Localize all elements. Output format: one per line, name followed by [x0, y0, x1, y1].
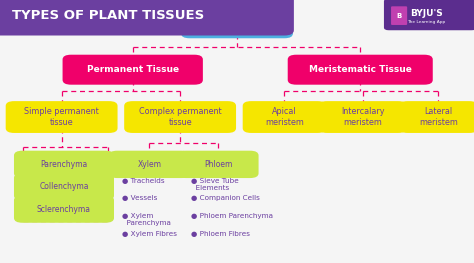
FancyBboxPatch shape: [14, 151, 114, 178]
FancyBboxPatch shape: [0, 0, 294, 36]
FancyBboxPatch shape: [6, 101, 118, 133]
FancyBboxPatch shape: [14, 173, 114, 200]
Text: ● Vessels: ● Vessels: [122, 195, 158, 201]
Text: Simple permanent
tissue: Simple permanent tissue: [24, 107, 99, 127]
Text: B: B: [396, 13, 402, 19]
Text: ● Phloem Fibres: ● Phloem Fibres: [191, 231, 250, 237]
FancyBboxPatch shape: [124, 101, 236, 133]
Text: ● Phloem Parenchyma: ● Phloem Parenchyma: [191, 213, 273, 219]
FancyBboxPatch shape: [384, 0, 474, 30]
Text: Collenchyma: Collenchyma: [39, 182, 89, 191]
Text: Meristematic Tissue: Meristematic Tissue: [309, 65, 412, 74]
FancyBboxPatch shape: [243, 101, 326, 133]
FancyBboxPatch shape: [181, 9, 293, 38]
FancyBboxPatch shape: [399, 101, 474, 133]
FancyBboxPatch shape: [0, 0, 284, 25]
Text: Complex permanent
tissue: Complex permanent tissue: [139, 107, 221, 127]
Text: Plant Tissues: Plant Tissues: [201, 19, 273, 29]
Text: Xylem: Xylem: [137, 160, 161, 169]
Text: Parenchyma: Parenchyma: [40, 160, 88, 169]
FancyBboxPatch shape: [288, 55, 433, 85]
Text: Intercalary
meristem: Intercalary meristem: [341, 107, 384, 127]
Text: ● Xylem Fibres: ● Xylem Fibres: [122, 231, 177, 237]
FancyBboxPatch shape: [177, 151, 259, 178]
FancyBboxPatch shape: [14, 195, 114, 223]
FancyBboxPatch shape: [319, 101, 407, 133]
Text: ● Companion Cells: ● Companion Cells: [191, 195, 260, 201]
Text: Sclerenchyma: Sclerenchyma: [37, 205, 91, 214]
Text: ● Tracheids: ● Tracheids: [122, 178, 165, 184]
Text: Permanent Tissue: Permanent Tissue: [87, 65, 179, 74]
Text: Lateral
meristem: Lateral meristem: [419, 107, 458, 127]
FancyBboxPatch shape: [391, 6, 407, 25]
Text: ● Sieve Tube
  Elements: ● Sieve Tube Elements: [191, 178, 239, 190]
Text: Apical
meristem: Apical meristem: [265, 107, 304, 127]
FancyBboxPatch shape: [109, 151, 190, 178]
FancyBboxPatch shape: [63, 55, 203, 85]
Text: Phloem: Phloem: [204, 160, 232, 169]
Text: ● Xylem
  Parenchyma: ● Xylem Parenchyma: [122, 213, 171, 226]
Text: TYPES OF PLANT TISSUES: TYPES OF PLANT TISSUES: [12, 9, 204, 22]
Text: The Learning App: The Learning App: [408, 20, 446, 24]
Text: BYJU'S: BYJU'S: [410, 9, 443, 18]
